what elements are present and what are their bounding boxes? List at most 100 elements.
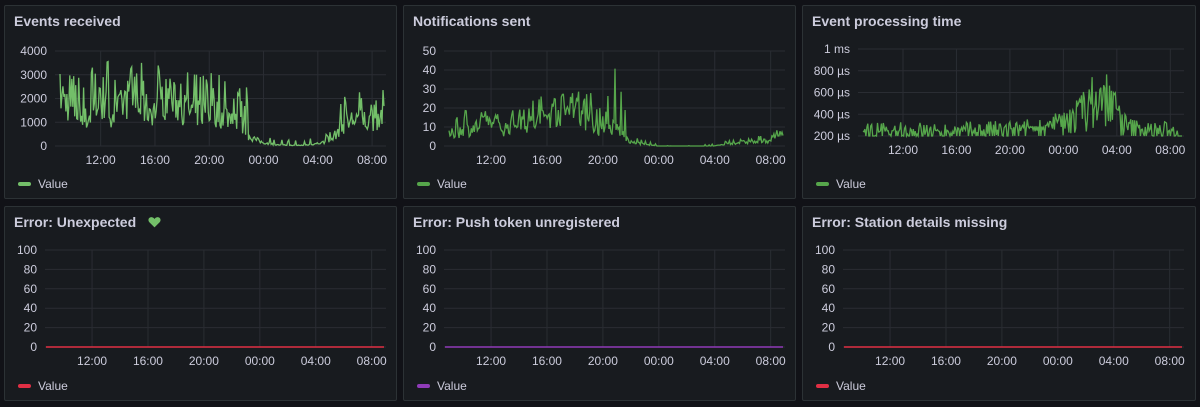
panel-title-text: Error: Unexpected	[14, 214, 137, 230]
series-line	[448, 68, 784, 147]
legend[interactable]: Value	[816, 177, 866, 191]
x-tick-label: 16:00	[140, 153, 170, 167]
y-tick-label: 80	[822, 262, 836, 276]
y-tick-label: 10	[423, 120, 437, 134]
x-tick-label: 00:00	[1048, 143, 1078, 157]
panel-error-unexpected[interactable]: Error: Unexpected 100 80 60 40 20 0 12:00 16:00 2…	[4, 206, 397, 401]
panel-title[interactable]: Notifications sent	[413, 13, 530, 29]
x-tick-label: 20:00	[588, 153, 618, 167]
x-tick-label: 20:00	[987, 354, 1017, 368]
x-tick-label: 04:00	[303, 153, 333, 167]
y-tick-label: 50	[423, 44, 437, 58]
y-tick-label: 0	[30, 340, 37, 354]
y-tick-label: 100	[416, 243, 436, 257]
legend-swatch	[816, 182, 829, 186]
x-tick-label: 12:00	[77, 354, 107, 368]
x-tick-label: 00:00	[1043, 354, 1073, 368]
x-tick-label: 04:00	[700, 153, 730, 167]
y-tick-label: 80	[24, 262, 38, 276]
panel-title[interactable]: Error: Unexpected	[14, 214, 161, 230]
x-tick-label: 20:00	[194, 153, 224, 167]
y-tick-label: 40	[822, 301, 836, 315]
y-tick-label: 30	[423, 82, 437, 96]
y-tick-label: 0	[40, 139, 47, 153]
chart[interactable]: 100 80 60 40 20 0 12:00 16:00 20:00 00:00 04:00 08:…	[404, 207, 797, 402]
panel-title[interactable]: Error: Push token unregistered	[413, 214, 620, 230]
y-tick-label: 20	[822, 321, 836, 335]
x-tick-label: 08:00	[1155, 354, 1185, 368]
y-tick-label: 0	[429, 139, 436, 153]
legend-label[interactable]: Value	[38, 379, 68, 393]
x-tick-label: 08:00	[756, 153, 786, 167]
series-line	[59, 60, 385, 147]
y-tick-label: 600 µs	[814, 86, 850, 100]
x-tick-label: 16:00	[532, 354, 562, 368]
y-tick-label: 60	[423, 282, 437, 296]
panel-title-text: Event processing time	[812, 13, 962, 29]
x-tick-label: 12:00	[86, 153, 116, 167]
legend-label[interactable]: Value	[836, 177, 866, 191]
chart[interactable]: 100 80 60 40 20 0 12:00 16:00 20:00 00:00 04:00 08:…	[5, 207, 398, 402]
legend[interactable]: Value	[18, 177, 68, 191]
y-tick-label: 60	[822, 282, 836, 296]
y-tick-label: 400 µs	[814, 107, 850, 121]
legend-swatch	[18, 384, 31, 388]
legend-label[interactable]: Value	[38, 177, 68, 191]
x-tick-label: 12:00	[888, 143, 918, 157]
panel-error-station-details-missing[interactable]: Error: Station details missing 100 80 60 40 2…	[802, 206, 1196, 401]
x-tick-label: 16:00	[941, 143, 971, 157]
x-tick-label: 08:00	[357, 354, 387, 368]
chart[interactable]: 50 40 30 20 10 0 12:00 16:00 20:00 00:00 04:00 08:0…	[404, 6, 797, 200]
x-tick-label: 12:00	[476, 354, 506, 368]
panel-title[interactable]: Event processing time	[812, 13, 961, 29]
legend-swatch	[816, 384, 829, 388]
x-tick-label: 16:00	[133, 354, 163, 368]
x-tick-label: 20:00	[588, 354, 618, 368]
y-tick-label: 40	[24, 301, 38, 315]
panel-error-push-token-unregistered[interactable]: Error: Push token unregistered 100 80 60 40 2…	[403, 206, 796, 401]
y-tick-label: 20	[24, 321, 38, 335]
x-tick-label: 04:00	[1102, 143, 1132, 157]
legend-label[interactable]: Value	[437, 379, 467, 393]
heart-icon[interactable]	[148, 216, 161, 228]
panel-title-text: Error: Station details missing	[812, 214, 1008, 230]
chart[interactable]: 1 ms 800 µs 600 µs 400 µs 200 µs 12:00 16:00 20…	[803, 6, 1197, 200]
y-tick-label: 100	[17, 243, 37, 257]
y-tick-label: 40	[423, 63, 437, 77]
x-tick-label: 00:00	[245, 354, 275, 368]
y-tick-label: 4000	[20, 44, 47, 58]
x-tick-label: 04:00	[1099, 354, 1129, 368]
panel-title[interactable]: Events received	[14, 13, 121, 29]
x-tick-label: 00:00	[644, 354, 674, 368]
panel-notifications-sent[interactable]: Notifications sent 50 40 30 20 10 0 12:00 16:00 2…	[403, 5, 796, 199]
panel-title[interactable]: Error: Station details missing	[812, 214, 1007, 230]
x-tick-label: 12:00	[476, 153, 506, 167]
legend[interactable]: Value	[417, 177, 467, 191]
x-tick-label: 20:00	[189, 354, 219, 368]
panel-event-processing-time[interactable]: Event processing time 1 ms 800 µs 600 µs 400…	[802, 5, 1196, 199]
legend[interactable]: Value	[816, 379, 866, 393]
x-tick-label: 20:00	[995, 143, 1025, 157]
x-tick-label: 00:00	[644, 153, 674, 167]
y-tick-label: 20	[423, 321, 437, 335]
panel-events-received[interactable]: Events received 4000 3000 2000 1000 0 12:00 16:…	[4, 5, 397, 199]
y-tick-label: 2000	[20, 92, 47, 106]
legend-label[interactable]: Value	[836, 379, 866, 393]
y-tick-label: 200 µs	[814, 129, 850, 143]
y-tick-label: 60	[24, 282, 38, 296]
chart[interactable]: 100 80 60 40 20 0 12:00 16:00 20:00 00:00 04:00 08:…	[803, 207, 1197, 402]
y-tick-label: 1000	[20, 115, 47, 129]
x-tick-label: 04:00	[700, 354, 730, 368]
legend[interactable]: Value	[417, 379, 467, 393]
legend[interactable]: Value	[18, 379, 68, 393]
y-tick-label: 0	[828, 340, 835, 354]
y-tick-label: 100	[815, 243, 835, 257]
x-tick-label: 12:00	[875, 354, 905, 368]
x-tick-label: 04:00	[301, 354, 331, 368]
panel-title-text: Error: Push token unregistered	[413, 214, 620, 230]
y-tick-label: 40	[423, 301, 437, 315]
y-tick-label: 800 µs	[814, 64, 850, 78]
chart[interactable]: 4000 3000 2000 1000 0 12:00 16:00 20:00 00:00 04:…	[5, 6, 398, 200]
legend-label[interactable]: Value	[437, 177, 467, 191]
